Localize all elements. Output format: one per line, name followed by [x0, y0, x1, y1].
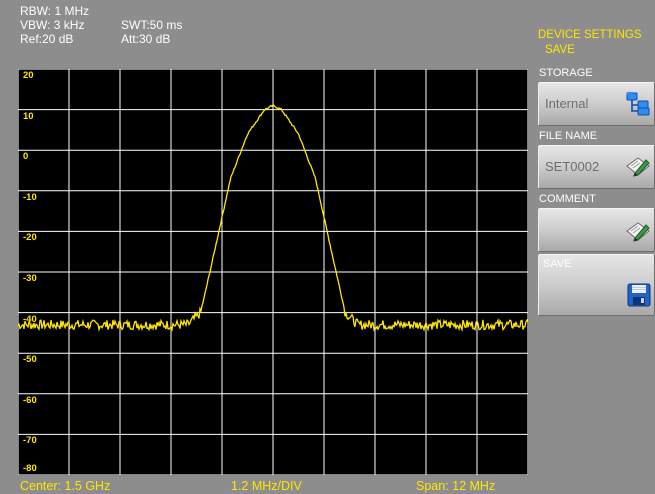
storage-label: STORAGE	[539, 67, 593, 79]
menu-subtitle: SAVE	[545, 44, 575, 56]
floppy-disk-icon	[627, 283, 651, 312]
edit-pen-icon	[624, 154, 652, 185]
span-readout: Span: 12 MHz	[416, 479, 496, 493]
center-frequency-readout: Center: 1.5 GHz	[20, 479, 111, 493]
ref-level-readout: Ref:20 dB	[20, 32, 74, 46]
save-label: SAVE	[543, 258, 572, 270]
file-name-softkey[interactable]: SET0002	[538, 145, 655, 189]
div-readout: 1.2 MHz/DIV	[231, 479, 302, 493]
trace-line	[18, 103, 528, 333]
menu-title: DEVICE SETTINGS	[538, 29, 642, 41]
y-tick-label: -10	[23, 191, 37, 203]
edit-pen-icon	[624, 219, 652, 250]
vbw-readout: VBW: 3 kHz	[20, 18, 85, 32]
y-tick-label: 10	[23, 110, 34, 122]
comment-label: COMMENT	[539, 193, 596, 205]
y-tick-label: 20	[23, 70, 34, 81]
sweep-time-readout: SWT:50 ms	[121, 18, 183, 32]
spectrum-display: 20 10 0 -10 -20 -30 -40 -50 -60 -70 -80	[18, 69, 528, 475]
y-tick-label: -70	[23, 435, 37, 447]
y-tick-label: -50	[23, 354, 37, 366]
y-tick-label: -40	[23, 313, 37, 325]
y-tick-label: -20	[23, 232, 37, 244]
file-name-value: SET0002	[545, 159, 600, 174]
y-tick-label: -60	[23, 394, 37, 406]
rbw-readout: RBW: 1 MHz	[20, 4, 90, 18]
file-name-label: FILE NAME	[539, 130, 598, 142]
attenuation-readout: Att:30 dB	[121, 32, 171, 46]
y-tick-label: 0	[23, 151, 29, 163]
storage-value: Internal	[545, 96, 589, 111]
y-tick-label: -30	[23, 273, 37, 284]
storage-softkey[interactable]: Internal	[538, 82, 655, 126]
spectrum-plot	[18, 69, 528, 475]
comment-softkey[interactable]	[538, 208, 655, 252]
y-tick-label: -80	[23, 463, 37, 474]
save-softkey[interactable]: SAVE	[538, 254, 655, 316]
folder-tree-icon	[625, 91, 651, 122]
